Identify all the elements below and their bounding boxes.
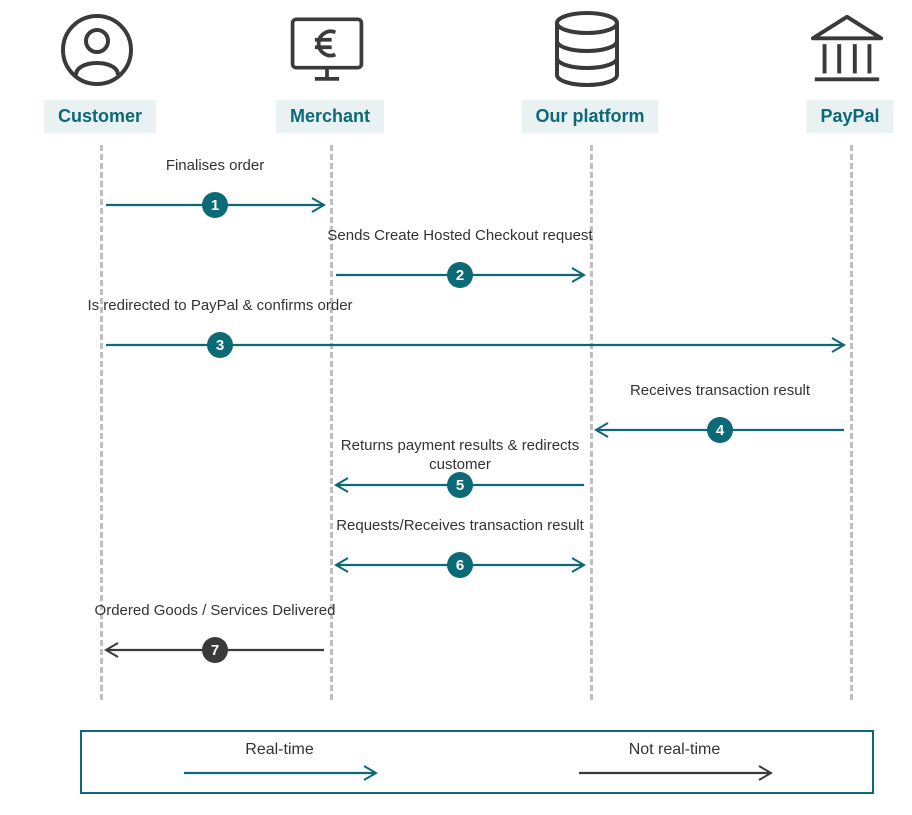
monitor-euro-icon [287,10,367,90]
actor-label-merchant: Merchant [276,100,384,133]
lifeline-paypal [850,145,853,700]
legend-arrow-icon [575,763,775,783]
svg-text:2: 2 [456,267,464,284]
legend-item-1: Not real-time [575,741,775,783]
message-label-7: Ordered Goods / Services Delivered [65,602,365,621]
database-icon [547,10,627,90]
message-label-4: Receives transaction result [570,382,870,401]
message-label-6: Requests/Receives transaction result [310,517,610,536]
sequence-diagram: Customer Merchant Our platform PayPal 1 … [0,0,912,815]
legend-label: Real-time [245,741,313,759]
svg-text:4: 4 [716,422,725,439]
actor-label-customer: Customer [44,100,156,133]
legend-item-0: Real-time [180,741,380,783]
svg-text:1: 1 [211,197,219,214]
bank-icon [807,10,887,90]
legend: Real-time Not real-time [80,730,874,794]
message-label-3: Is redirected to PayPal & confirms order [70,297,370,316]
message-label-1: Finalises order [65,157,365,176]
message-label-5: Returns payment results & redirects cust… [310,437,610,475]
legend-arrow-icon [180,763,380,783]
svg-text:7: 7 [211,642,219,659]
legend-label: Not real-time [629,741,721,759]
svg-text:5: 5 [456,477,464,494]
message-label-2: Sends Create Hosted Checkout request [310,227,610,246]
svg-text:6: 6 [456,557,464,574]
svg-text:3: 3 [216,337,224,354]
actor-label-platform: Our platform [521,100,658,133]
actor-label-paypal: PayPal [806,100,893,133]
person-icon [57,10,137,90]
